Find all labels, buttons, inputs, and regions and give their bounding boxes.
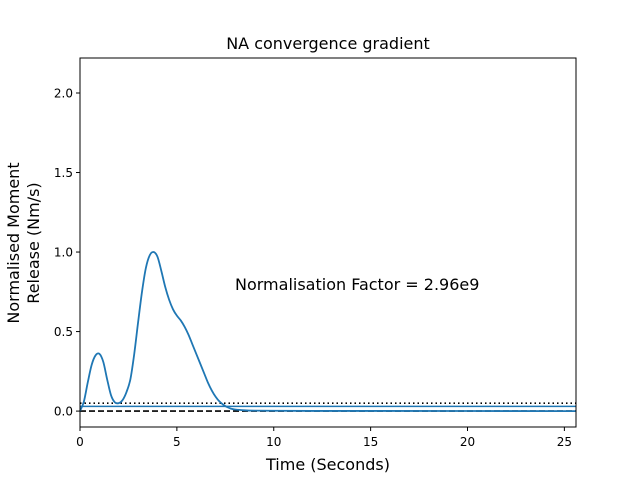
y-axis-label: Normalised Moment Release (Nm/s) bbox=[4, 162, 43, 323]
x-tick-label: 10 bbox=[266, 435, 281, 449]
y-tick-label: 0.0 bbox=[54, 405, 73, 419]
x-tick-label: 25 bbox=[557, 435, 572, 449]
y-tick-label: 0.5 bbox=[54, 325, 73, 339]
y-axis-label-line-2: Release (Nm/s) bbox=[24, 182, 43, 303]
chart-title: NA convergence gradient bbox=[226, 34, 430, 53]
y-tick-label: 1.5 bbox=[54, 166, 73, 180]
x-tick-label: 5 bbox=[173, 435, 181, 449]
normalisation-factor-annotation: Normalisation Factor = 2.96e9 bbox=[235, 275, 479, 294]
y-tick-label: 2.0 bbox=[54, 86, 73, 100]
axes-frame bbox=[79, 57, 577, 428]
x-tick-label: 20 bbox=[460, 435, 475, 449]
x-axis-label: Time (Seconds) bbox=[265, 455, 390, 474]
series-line-0 bbox=[79, 251, 577, 412]
x-tick-label: 0 bbox=[76, 435, 84, 449]
x-tick-label: 15 bbox=[363, 435, 378, 449]
y-tick-label: 1.0 bbox=[54, 246, 73, 260]
y-axis-label-line-1: Normalised Moment bbox=[4, 162, 23, 323]
plot-area: 0 5 10 15 20 25 0.0 0.5 1.0 1.5 2.0 Normalisation F… bbox=[54, 57, 577, 449]
